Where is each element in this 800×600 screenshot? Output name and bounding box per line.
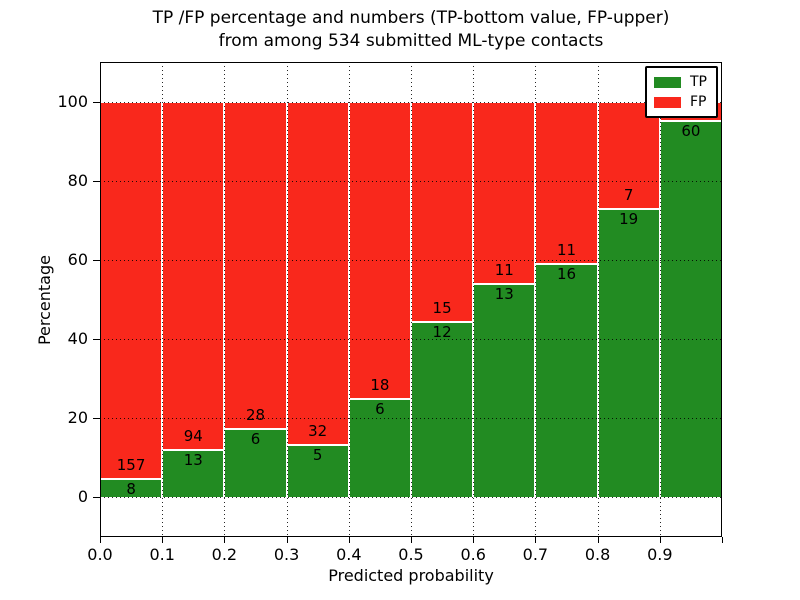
- bar-tp-segment: [473, 283, 536, 498]
- bar-label-fp: 11: [494, 261, 514, 279]
- chart-title-line2: from among 534 submitted ML-type contact…: [218, 31, 604, 51]
- bar-label-fp: 32: [308, 421, 328, 440]
- gridline-v: [162, 62, 164, 537]
- bar-fp-segment: [411, 101, 474, 322]
- y-tick-label: 0: [77, 487, 88, 507]
- x-tick-label: 0.8: [584, 545, 611, 564]
- chart-title-line1: TP /FP percentage and numbers (TP-bottom…: [152, 8, 670, 28]
- x-tick-label: 0.5: [398, 545, 424, 564]
- bar-label-tp: 8: [126, 480, 136, 499]
- x-tick: [286, 537, 288, 543]
- bar-label-fp: 28: [245, 405, 266, 424]
- bar-label-tp: 13: [183, 451, 203, 470]
- bar-label-tp: 6: [375, 400, 385, 419]
- gridline-v: [286, 62, 288, 537]
- legend-item-tp: TP: [654, 72, 707, 92]
- bar-tp-segment: [162, 449, 225, 498]
- x-tick: [100, 537, 101, 543]
- x-tick: [348, 537, 350, 543]
- bar-tp-segment: [535, 262, 598, 498]
- bar-label-fp: 157: [116, 456, 146, 475]
- y-tick: [93, 101, 100, 103]
- bar-fp-segment: [286, 101, 349, 444]
- gridline-v: [411, 62, 412, 537]
- bar-tp-segment: [597, 208, 660, 498]
- chart-title: TP /FP percentage and numbers (TP-bottom…: [100, 7, 722, 53]
- bar-fp-segment: [348, 101, 411, 399]
- y-tick-label: 60: [67, 249, 88, 269]
- gridline-v: [659, 62, 661, 537]
- x-tick-label: 0.7: [522, 545, 549, 564]
- x-tick: [473, 537, 475, 543]
- bar-label-fp: 15: [432, 299, 452, 318]
- legend-label: TP: [690, 74, 707, 90]
- y-tick-label: 100: [57, 91, 88, 111]
- legend: TP FP: [645, 66, 718, 118]
- bar-label-tp: 12: [432, 323, 452, 342]
- y-tick: [93, 259, 100, 261]
- x-tick: [162, 537, 164, 543]
- y-tick-label: 40: [67, 329, 88, 349]
- x-tick-label: 0.6: [460, 545, 486, 564]
- x-tick: [535, 537, 537, 543]
- x-tick-label: 0.0: [87, 545, 113, 564]
- gridline-v: [348, 62, 350, 537]
- bar-label-tp: 5: [312, 445, 323, 464]
- y-tick: [93, 180, 100, 182]
- x-tick-label: 0.4: [336, 545, 362, 564]
- bar-label-fp: 7: [623, 186, 634, 205]
- y-axis-label: Percentage: [35, 255, 54, 346]
- legend-item-fp: FP: [654, 92, 707, 112]
- y-tick-label: 20: [67, 408, 88, 428]
- x-tick-label: 0.9: [647, 545, 673, 564]
- bar-tp-segment: [411, 321, 474, 498]
- gridline-v: [597, 62, 599, 537]
- bar-fp-segment: [224, 101, 287, 428]
- x-tick: [722, 537, 723, 543]
- x-tick-label: 0.1: [149, 545, 175, 564]
- tp-swatch-icon: [654, 76, 681, 88]
- x-axis-label: Predicted probability: [328, 566, 494, 585]
- bar-fp-segment: [535, 101, 598, 263]
- bar-label-tp: 16: [556, 264, 577, 283]
- y-tick: [93, 497, 100, 499]
- y-tick: [93, 418, 100, 420]
- bar-tp-segment: [286, 443, 349, 498]
- gridline-v: [473, 62, 475, 537]
- x-tick: [411, 537, 412, 543]
- bar-fp-segment: [473, 101, 536, 283]
- bar-label-fp: 11: [556, 240, 577, 259]
- bar-label-tp: 13: [494, 285, 514, 303]
- bar-label-tp: 19: [619, 210, 639, 229]
- x-tick: [597, 537, 599, 543]
- x-tick-label: 0.2: [211, 545, 238, 564]
- x-tick: [224, 537, 226, 543]
- y-tick: [93, 339, 100, 341]
- bar-tp-segment: [224, 427, 287, 498]
- y-tick-label: 80: [67, 170, 88, 190]
- bar-label-tp: 6: [250, 429, 261, 448]
- x-tick-label: 0.3: [273, 545, 300, 564]
- bar-fp-segment: [162, 101, 225, 450]
- bar-tp-segment: [348, 398, 411, 498]
- x-tick: [659, 537, 661, 543]
- bar-label-tp: 60: [681, 122, 701, 141]
- bar-fp-segment: [100, 101, 163, 479]
- gridline-v: [224, 62, 226, 537]
- fp-swatch-icon: [654, 96, 681, 108]
- bar-tp-segment: [659, 120, 722, 498]
- bar-label-fp: 94: [183, 427, 203, 446]
- legend-label: FP: [690, 94, 707, 110]
- gridline-v: [535, 62, 537, 537]
- bar-label-fp: 18: [370, 376, 390, 395]
